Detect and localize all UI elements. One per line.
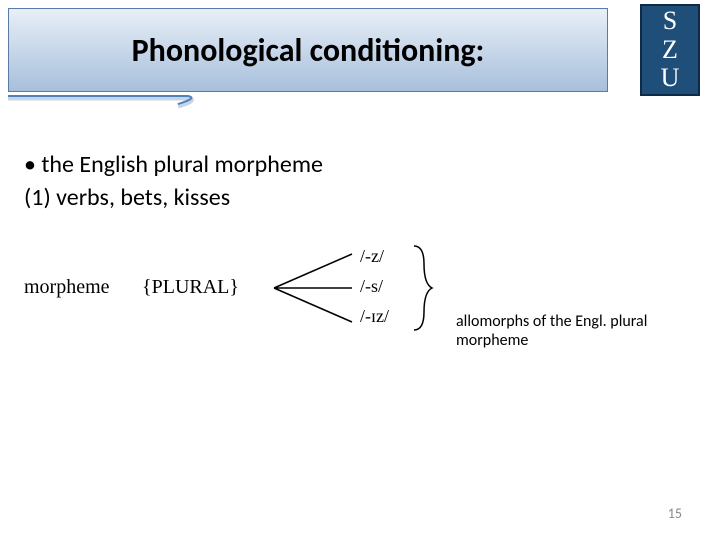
diagram-morpheme-label: morpheme — [24, 276, 110, 299]
bullet-text: • the English plural morpheme — [24, 150, 696, 179]
logo-line-2: Z — [662, 36, 678, 65]
example-text: (1) verbs, bets, kisses — [24, 183, 696, 212]
allomorph-2: /-s/ — [360, 276, 383, 297]
page-title: Phonological conditioning: — [132, 31, 485, 70]
page-number: 15 — [668, 505, 682, 522]
morpheme-diagram: morpheme {PLURAL} /-z/ /-s/ /-ɪz/ allomo… — [24, 240, 696, 350]
allomorph-3: /-ɪz/ — [360, 306, 389, 327]
logo-line-1: S — [663, 7, 677, 36]
content-area: • the English plural morpheme (1) verbs,… — [24, 150, 696, 350]
header-band: Phonological conditioning: — [8, 8, 608, 92]
logo-line-3: U — [661, 64, 680, 93]
header-underline — [8, 92, 208, 110]
diagram-caption: allomorphs of the Engl. plural morpheme — [456, 312, 676, 350]
allomorph-1: /-z/ — [360, 246, 384, 267]
diagram-plural-label: {PLURAL} — [142, 276, 239, 299]
diagram-lines — [264, 240, 434, 336]
logo: S Z U — [640, 4, 700, 96]
